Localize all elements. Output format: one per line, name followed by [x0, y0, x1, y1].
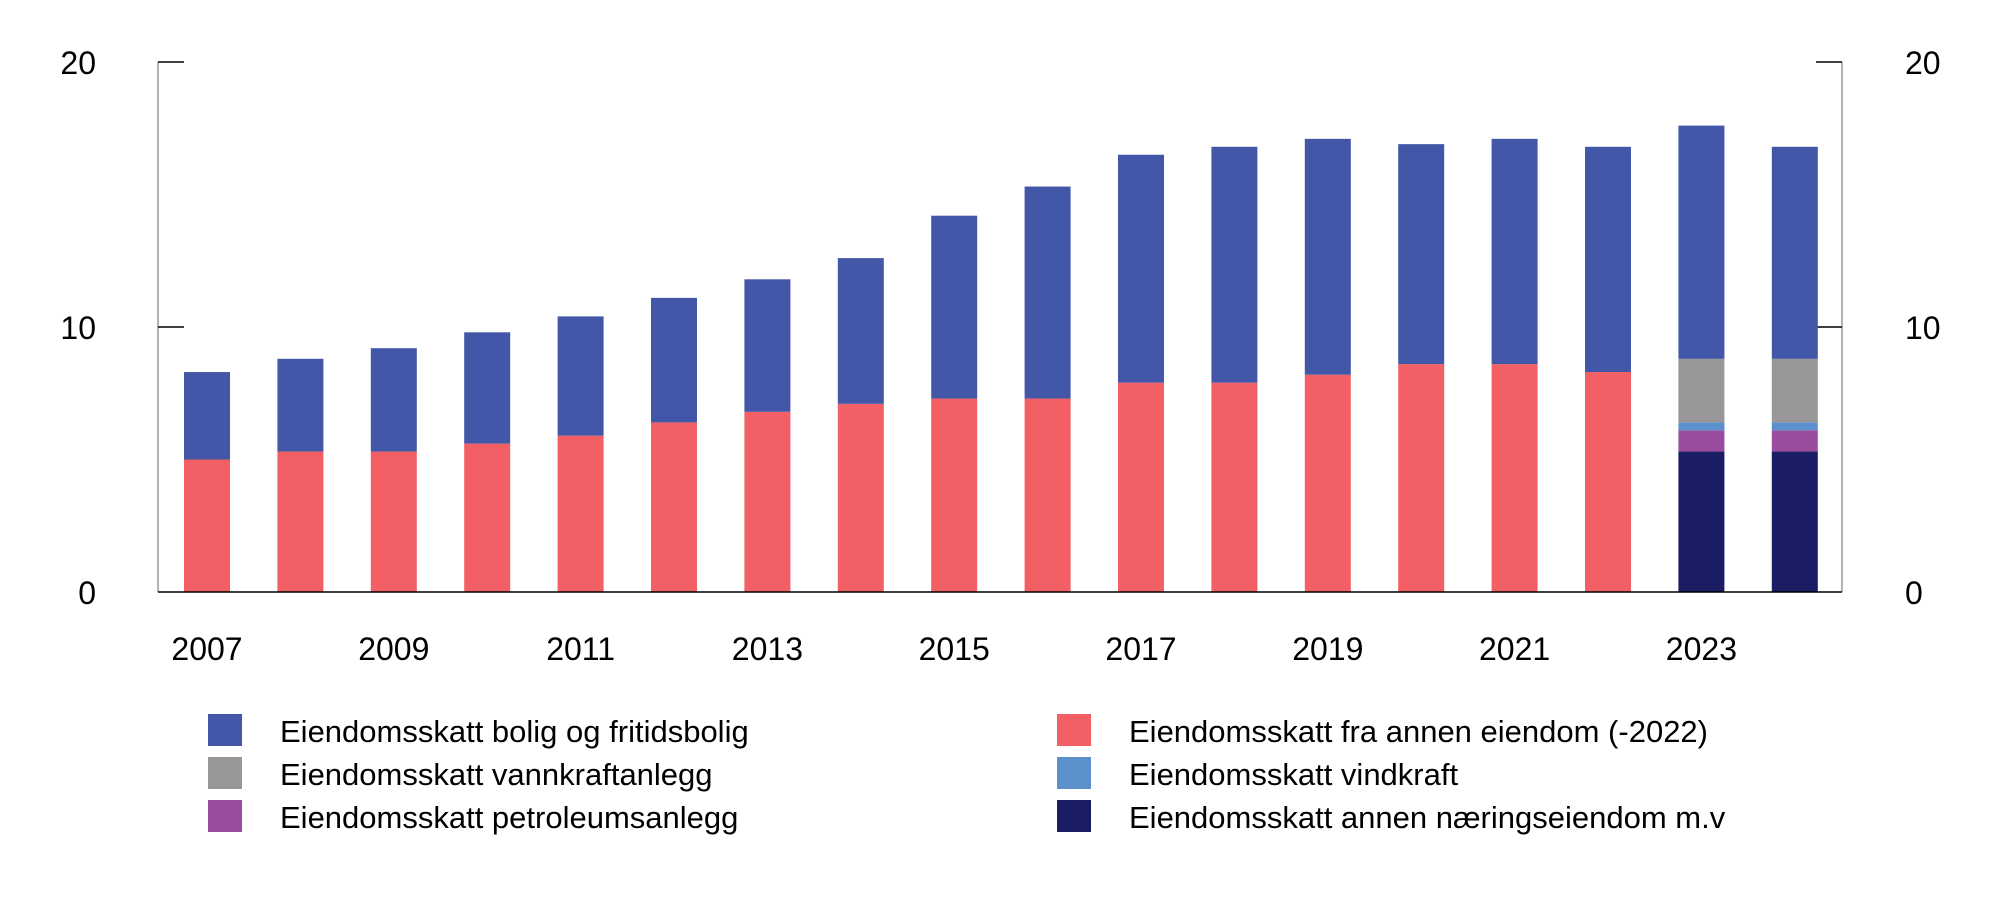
- bar-segment: [1491, 138, 1538, 365]
- legend-swatch: [1057, 800, 1091, 832]
- bar-segment: [1678, 358, 1725, 423]
- x-tick-label: 2011: [546, 631, 615, 667]
- bar-segment: [1678, 451, 1725, 592]
- bar-segment: [370, 348, 417, 452]
- bar-segment: [1678, 430, 1725, 452]
- bar-segment: [1211, 382, 1258, 592]
- bar-segment: [1304, 138, 1351, 375]
- bar-segment: [1678, 125, 1725, 359]
- x-tick-label: 2007: [171, 631, 242, 667]
- bar-segment: [651, 297, 697, 423]
- bar-segment: [464, 443, 511, 592]
- x-tick-label: 2021: [1479, 631, 1550, 667]
- bar-segment: [837, 258, 884, 404]
- bar-segment: [1771, 358, 1818, 423]
- legend-label: Eiendomsskatt vindkraft: [1129, 757, 1458, 792]
- legend-label: Eiendomsskatt vannkraftanlegg: [280, 757, 713, 792]
- left-y-tick-label: 0: [78, 575, 96, 611]
- left-y-tick-label: 10: [60, 310, 96, 346]
- bar-segment: [184, 459, 230, 592]
- bar-segment: [744, 411, 791, 592]
- bar-segment: [1398, 364, 1445, 592]
- bar-segment: [1771, 146, 1818, 359]
- legend-label: Eiendomsskatt bolig og fritidsbolig: [280, 714, 749, 749]
- legend-label: Eiendomsskatt fra annen eiendom (-2022): [1129, 714, 1708, 749]
- bar-segment: [557, 316, 604, 436]
- x-tick-label: 2023: [1666, 631, 1737, 667]
- bar-segment: [1771, 422, 1818, 431]
- bar-segment: [1585, 372, 1631, 592]
- x-tick-label: 2009: [358, 631, 429, 667]
- bar-segment: [837, 403, 884, 592]
- x-tick-label: 2013: [732, 631, 803, 667]
- bar-segment: [1118, 382, 1164, 592]
- bar-segment: [1491, 364, 1538, 592]
- bar-segment: [1771, 430, 1818, 452]
- legend-swatch: [208, 800, 242, 832]
- bar-segment: [1211, 146, 1258, 383]
- bar-segment: [1024, 398, 1071, 592]
- bar-segment: [651, 422, 697, 592]
- x-tick-label: 2015: [919, 631, 990, 667]
- bar-segment: [184, 372, 230, 460]
- bar-segment: [464, 332, 511, 444]
- bar-segment: [1771, 451, 1818, 592]
- bar-segment: [1678, 422, 1725, 431]
- bar-segment: [1585, 146, 1631, 373]
- bar-segment: [277, 451, 324, 592]
- bar-segment: [557, 435, 604, 592]
- legend-swatch: [208, 757, 242, 789]
- legend-swatch: [1057, 714, 1091, 746]
- bar-segment: [1024, 186, 1071, 399]
- bar-segment: [1304, 374, 1351, 592]
- bar-segment: [370, 451, 417, 592]
- bar-segment: [277, 358, 324, 452]
- bar-segment: [1398, 144, 1445, 365]
- legend-swatch: [1057, 757, 1091, 789]
- right-y-tick-label: 20: [1905, 45, 1941, 81]
- bar-segment: [931, 215, 978, 399]
- bar-segment: [744, 279, 791, 412]
- left-y-tick-label: 20: [60, 45, 96, 81]
- bar-segment: [931, 398, 978, 592]
- right-y-tick-label: 10: [1905, 310, 1941, 346]
- x-tick-label: 2019: [1292, 631, 1363, 667]
- right-y-tick-label: 0: [1905, 575, 1923, 611]
- legend-swatch: [208, 714, 242, 746]
- legend-label: Eiendomsskatt petroleumsanlegg: [280, 800, 738, 835]
- legend-label: Eiendomsskatt annen næringseiendom m.v: [1129, 800, 1726, 835]
- bar-segment: [1118, 154, 1164, 383]
- x-tick-label: 2017: [1105, 631, 1176, 667]
